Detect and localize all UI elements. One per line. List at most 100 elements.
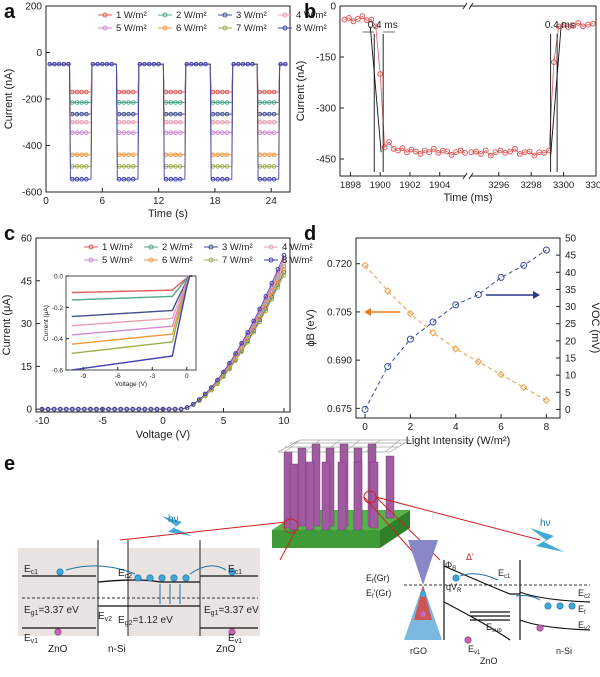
x-tick-label: 1902 bbox=[399, 180, 420, 191]
svg-text:Ef: Ef bbox=[578, 604, 586, 616]
data-point bbox=[106, 406, 111, 412]
holes-right bbox=[464, 624, 544, 644]
panel-letter-d: d bbox=[304, 223, 316, 245]
data-point bbox=[130, 100, 136, 105]
data-point bbox=[173, 164, 178, 169]
esub-label: E bbox=[486, 622, 492, 632]
data-point bbox=[262, 152, 267, 158]
data-point bbox=[262, 176, 267, 182]
svg-text:Ec2: Ec2 bbox=[578, 588, 591, 600]
data-point bbox=[381, 144, 388, 151]
data-point bbox=[124, 406, 130, 412]
panel-letter-c: c bbox=[4, 223, 15, 245]
x-tick-label: 8 bbox=[544, 422, 550, 433]
data-point bbox=[550, 59, 557, 65]
data-point bbox=[203, 61, 208, 67]
data-point bbox=[88, 406, 93, 412]
data-point bbox=[163, 176, 169, 182]
series-line bbox=[364, 249, 547, 410]
data-point bbox=[57, 406, 63, 412]
data-point bbox=[79, 152, 84, 158]
data-point bbox=[245, 61, 251, 67]
data-point bbox=[69, 176, 75, 182]
data-point bbox=[177, 130, 183, 136]
data-point bbox=[429, 329, 437, 337]
y-tick-label-right: 5 bbox=[565, 388, 571, 399]
data-point bbox=[245, 340, 250, 345]
data-point bbox=[177, 176, 183, 182]
zno-left-label: ZnO bbox=[48, 644, 68, 655]
data-point bbox=[121, 164, 127, 169]
data-point bbox=[189, 61, 194, 67]
data-point bbox=[215, 377, 220, 383]
inset-y-tick-label: 0.0 bbox=[54, 274, 63, 281]
data-point bbox=[457, 147, 464, 154]
data-point bbox=[84, 130, 89, 136]
series-line bbox=[344, 15, 466, 156]
data-point bbox=[126, 130, 131, 136]
data-point bbox=[399, 145, 406, 152]
data-point bbox=[126, 152, 131, 158]
legend-marker bbox=[102, 25, 108, 31]
y-tick-label: -200 bbox=[22, 95, 42, 106]
data-point bbox=[257, 306, 263, 312]
data-point bbox=[542, 246, 550, 254]
data-point bbox=[198, 61, 204, 67]
data-point bbox=[184, 405, 190, 410]
data-point bbox=[354, 16, 361, 22]
x-tick-label: 0 bbox=[362, 422, 368, 433]
data-point bbox=[417, 151, 424, 157]
x-axis-label: Time (ms) bbox=[443, 192, 492, 204]
data-point bbox=[262, 119, 267, 125]
data-point bbox=[74, 119, 80, 125]
data-point bbox=[126, 89, 131, 95]
data-point bbox=[497, 147, 504, 154]
inset-x-tick-label: 0 bbox=[185, 373, 189, 380]
data-point bbox=[526, 148, 533, 155]
data-point bbox=[90, 61, 96, 67]
svg-text:Ev1: Ev1 bbox=[24, 633, 38, 645]
data-point bbox=[47, 61, 53, 67]
data-point bbox=[220, 119, 225, 125]
inset-x-tick-label: -9 bbox=[80, 373, 86, 380]
data-point bbox=[82, 406, 87, 412]
legend-label: 6 W/m² bbox=[162, 255, 193, 266]
rgo-label: rGO bbox=[410, 646, 427, 656]
series-line bbox=[48, 63, 288, 103]
x-tick-label: 12 bbox=[153, 196, 165, 207]
inset-series-line bbox=[71, 275, 193, 318]
data-point bbox=[130, 152, 136, 158]
data-point bbox=[406, 335, 414, 343]
data-point bbox=[209, 387, 214, 393]
data-point bbox=[233, 358, 238, 363]
data-point bbox=[209, 385, 214, 390]
data-point bbox=[267, 100, 272, 105]
x-tick-label: 1904 bbox=[429, 180, 450, 191]
electrons-right bbox=[452, 574, 576, 610]
data-point bbox=[240, 61, 246, 67]
data-point bbox=[452, 345, 460, 353]
data-point bbox=[215, 152, 221, 158]
eg2-label: E bbox=[118, 615, 125, 626]
data-point bbox=[121, 89, 127, 95]
data-point bbox=[359, 13, 366, 20]
data-point bbox=[512, 145, 518, 152]
left-band-bg bbox=[18, 548, 260, 636]
data-point bbox=[121, 111, 127, 117]
data-point bbox=[497, 370, 505, 379]
data-point bbox=[487, 152, 494, 159]
data-point bbox=[281, 269, 287, 275]
series-line bbox=[48, 63, 288, 180]
panel-c: 0 15 30 45 60 -10 -5 0 5 10 Voltage (V) Current (μA… bbox=[1, 234, 313, 442]
data-point bbox=[275, 267, 281, 272]
data-point bbox=[130, 130, 136, 136]
right-bands bbox=[443, 560, 591, 641]
data-point bbox=[215, 111, 221, 117]
data-point bbox=[221, 374, 226, 380]
data-point bbox=[233, 351, 238, 356]
data-point bbox=[160, 406, 166, 412]
panel-a: -600 -400 -200 0 200 0 6 12 18 24 Time (s) Current … bbox=[3, 2, 327, 221]
data-point bbox=[173, 152, 178, 158]
svg-text:Ef(Gr): Ef(Gr) bbox=[366, 573, 390, 585]
